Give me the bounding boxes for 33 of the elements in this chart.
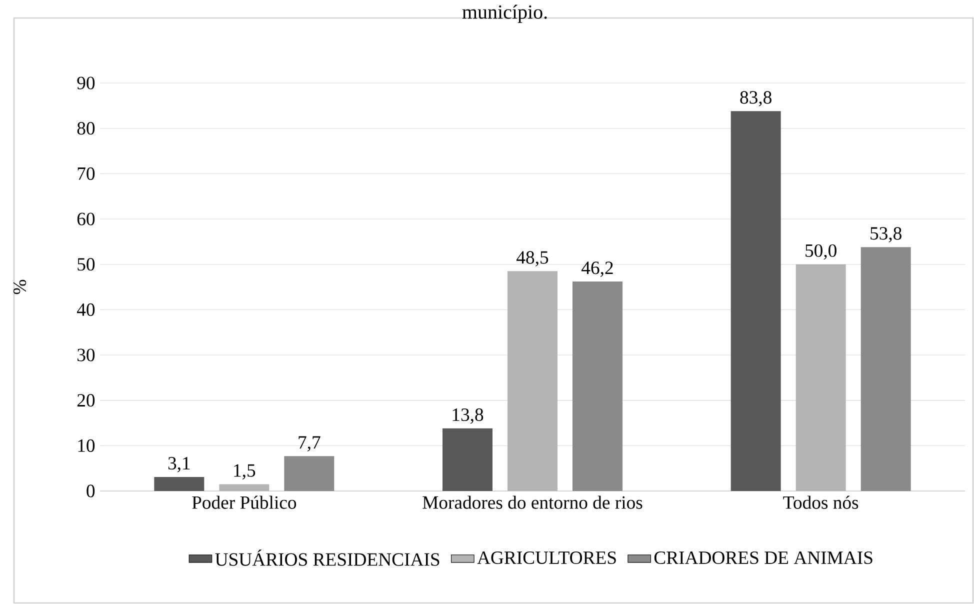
bar bbox=[284, 456, 334, 492]
y-tick-label: 80 bbox=[77, 122, 95, 135]
legend-label: AGRICULTORES bbox=[477, 552, 616, 564]
y-axis-title: % bbox=[13, 280, 26, 294]
data-label: 7,7 bbox=[298, 436, 320, 452]
data-label: 48,5 bbox=[516, 251, 548, 267]
y-tick-label: 50 bbox=[78, 258, 95, 271]
y-tick-label: 30 bbox=[78, 348, 95, 362]
data-label: 53,8 bbox=[870, 227, 902, 243]
y-tick-label: 10 bbox=[78, 440, 95, 452]
bar bbox=[572, 282, 622, 492]
data-label: 1,5 bbox=[234, 464, 256, 480]
legend-label: CRIADORES DE ANIMAIS bbox=[654, 552, 872, 564]
data-label: 13,8 bbox=[452, 408, 484, 424]
x-tick-label: Todos nós bbox=[783, 496, 858, 510]
y-tick-label: 70 bbox=[78, 168, 95, 180]
chart-title: município. bbox=[462, 4, 547, 24]
y-tick-label: 40 bbox=[76, 304, 95, 316]
bar bbox=[860, 247, 911, 492]
x-tick-label: Moradores do entorno de rios bbox=[422, 496, 642, 510]
x-tick-label: Poder Público bbox=[192, 496, 296, 510]
y-tick-label: 20 bbox=[77, 394, 95, 407]
bar bbox=[154, 477, 204, 492]
y-tick-label: 90 bbox=[77, 76, 95, 90]
data-label: 83,8 bbox=[740, 91, 772, 107]
bar bbox=[730, 111, 781, 492]
data-label: 46,2 bbox=[582, 262, 613, 278]
y-tick-label: 0 bbox=[86, 484, 95, 498]
data-label: 50,0 bbox=[806, 244, 836, 260]
data-label: 3,1 bbox=[168, 457, 190, 472]
y-tick-label: 60 bbox=[77, 212, 95, 226]
legend-label: USUÁRIOS RESIDENCIAIS bbox=[215, 550, 440, 566]
bar bbox=[442, 428, 492, 492]
